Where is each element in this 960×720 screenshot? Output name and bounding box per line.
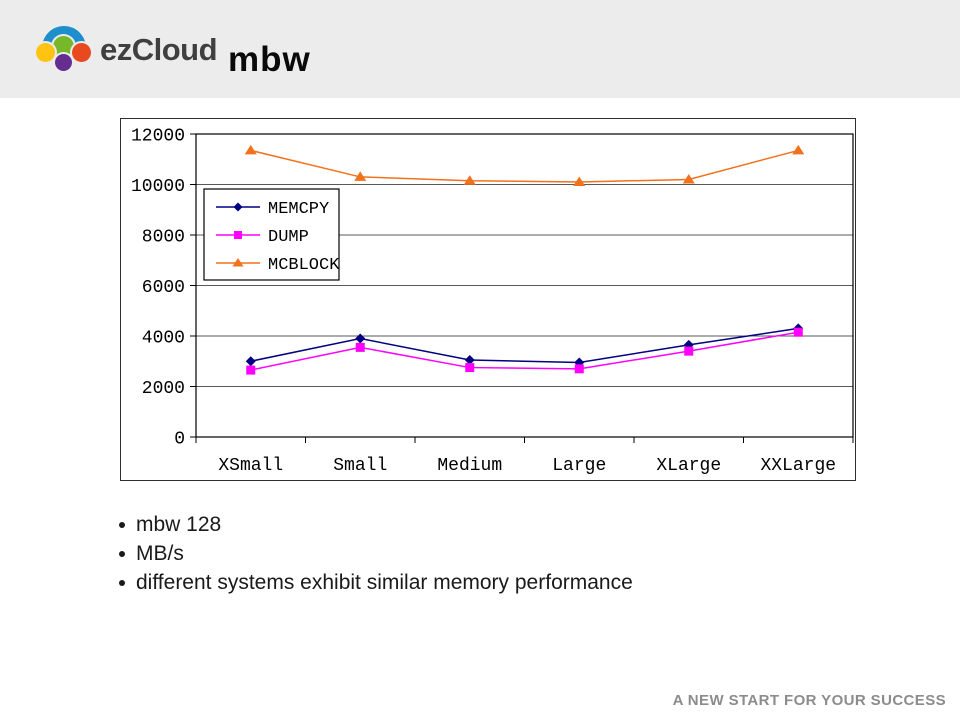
- logo-dot-yellow: [36, 43, 55, 62]
- svg-text:MCBLOCK: MCBLOCK: [268, 256, 340, 275]
- svg-text:DUMP: DUMP: [268, 228, 309, 247]
- svg-text:Medium: Medium: [437, 456, 502, 476]
- svg-text:2000: 2000: [142, 379, 185, 399]
- bullet-marker: [119, 550, 125, 557]
- bullet-item: MB/s: [119, 539, 633, 568]
- svg-text:12000: 12000: [131, 126, 185, 146]
- footer-slogan: A NEW START FOR YOUR SUCCESS: [672, 692, 946, 709]
- svg-text:4000: 4000: [142, 328, 185, 348]
- bullet-list: mbw 128 MB/s different systems exhibit s…: [119, 510, 633, 597]
- page-title: mbw: [228, 40, 311, 79]
- svg-text:XLarge: XLarge: [656, 456, 721, 476]
- bullet-item: different systems exhibit similar memory…: [119, 568, 633, 597]
- bullet-text: MB/s: [136, 541, 184, 565]
- svg-text:Large: Large: [552, 456, 606, 476]
- chart-canvas: 0 2000 4000 6000 8000 10000 12000 XSmall Small Me…: [131, 126, 854, 476]
- logo-dot-red: [72, 43, 91, 62]
- bullet-marker: [119, 521, 125, 528]
- logo-text: ezCloud: [100, 32, 218, 67]
- bullet-item: mbw 128: [119, 510, 633, 539]
- svg-text:6000: 6000: [142, 278, 185, 298]
- svg-text:XXLarge: XXLarge: [760, 456, 836, 476]
- logo-dot-purple: [55, 54, 72, 71]
- svg-text:0: 0: [174, 429, 185, 449]
- svg-text:8000: 8000: [142, 227, 185, 247]
- bullet-text: mbw 128: [136, 512, 222, 536]
- svg-text:XSmall: XSmall: [218, 456, 283, 476]
- svg-text:MEMCPY: MEMCPY: [268, 200, 329, 219]
- header-band: [0, 0, 960, 98]
- mbw-line-chart: 0 2000 4000 6000 8000 10000 12000 XSmall Small Me…: [120, 118, 856, 481]
- bullet-marker: [119, 579, 125, 586]
- bullet-text: different systems exhibit similar memory…: [136, 570, 633, 594]
- svg-text:Small: Small: [333, 456, 387, 476]
- svg-text:10000: 10000: [131, 177, 185, 197]
- logo-dot-green: [53, 36, 74, 57]
- ezcloud-logo-icon: [36, 26, 92, 74]
